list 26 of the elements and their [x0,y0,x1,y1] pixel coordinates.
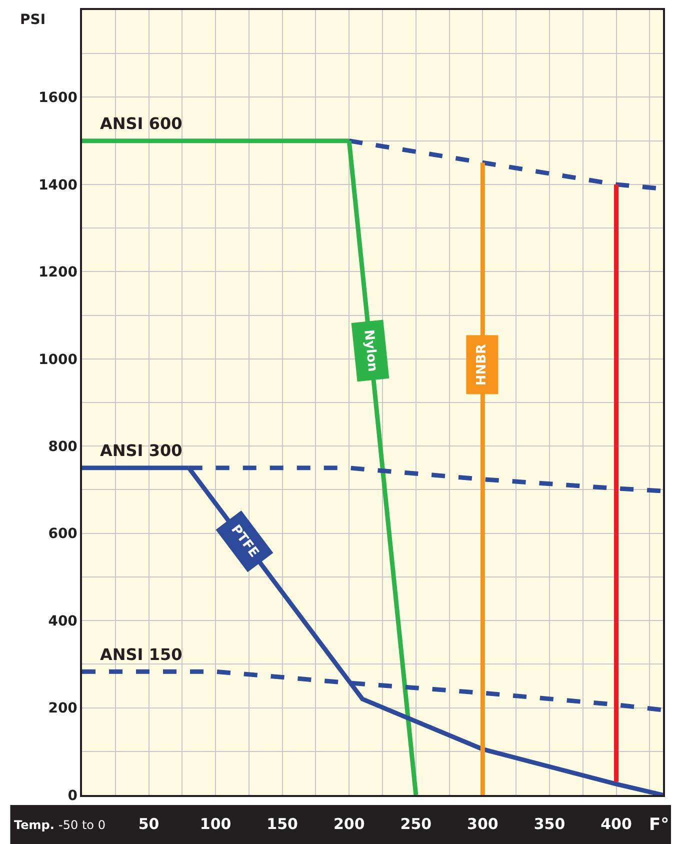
y-tick-label: 1600 [38,90,78,106]
series-label: ANSI 600 [100,114,182,133]
y-axis-title: PSI [20,12,46,28]
x-tick-label: 200 [333,814,365,833]
series-label: ANSI 150 [100,645,182,664]
text: Nylon [360,329,380,372]
y-tick-label: 1200 [38,264,78,281]
x-tick-label: 100 [200,814,232,833]
y-tick-label: 400 [48,613,78,630]
y-tick-label: 0 [68,788,78,804]
y-tick-label: 800 [48,439,78,456]
text: F° [649,815,670,835]
y-tick-label: 200 [48,700,78,717]
x-axis-title: Temp. [14,818,54,832]
x-tick-label: 350 [534,814,566,833]
series-label: ANSI 300 [100,441,182,460]
x-tick-label: 300 [467,814,498,833]
y-tick-label: 1000 [38,352,78,368]
x-tick-label: 250 [400,814,432,833]
y-tick-label: 1400 [38,177,78,194]
y-tick-label: 600 [48,526,78,542]
x-tick-label: -50 to 0 [58,818,106,832]
x-tick-label: 400 [600,814,632,833]
x-tick-label: 150 [266,814,298,833]
text: HNBR [474,344,490,386]
x-tick-label: 50 [138,814,160,833]
